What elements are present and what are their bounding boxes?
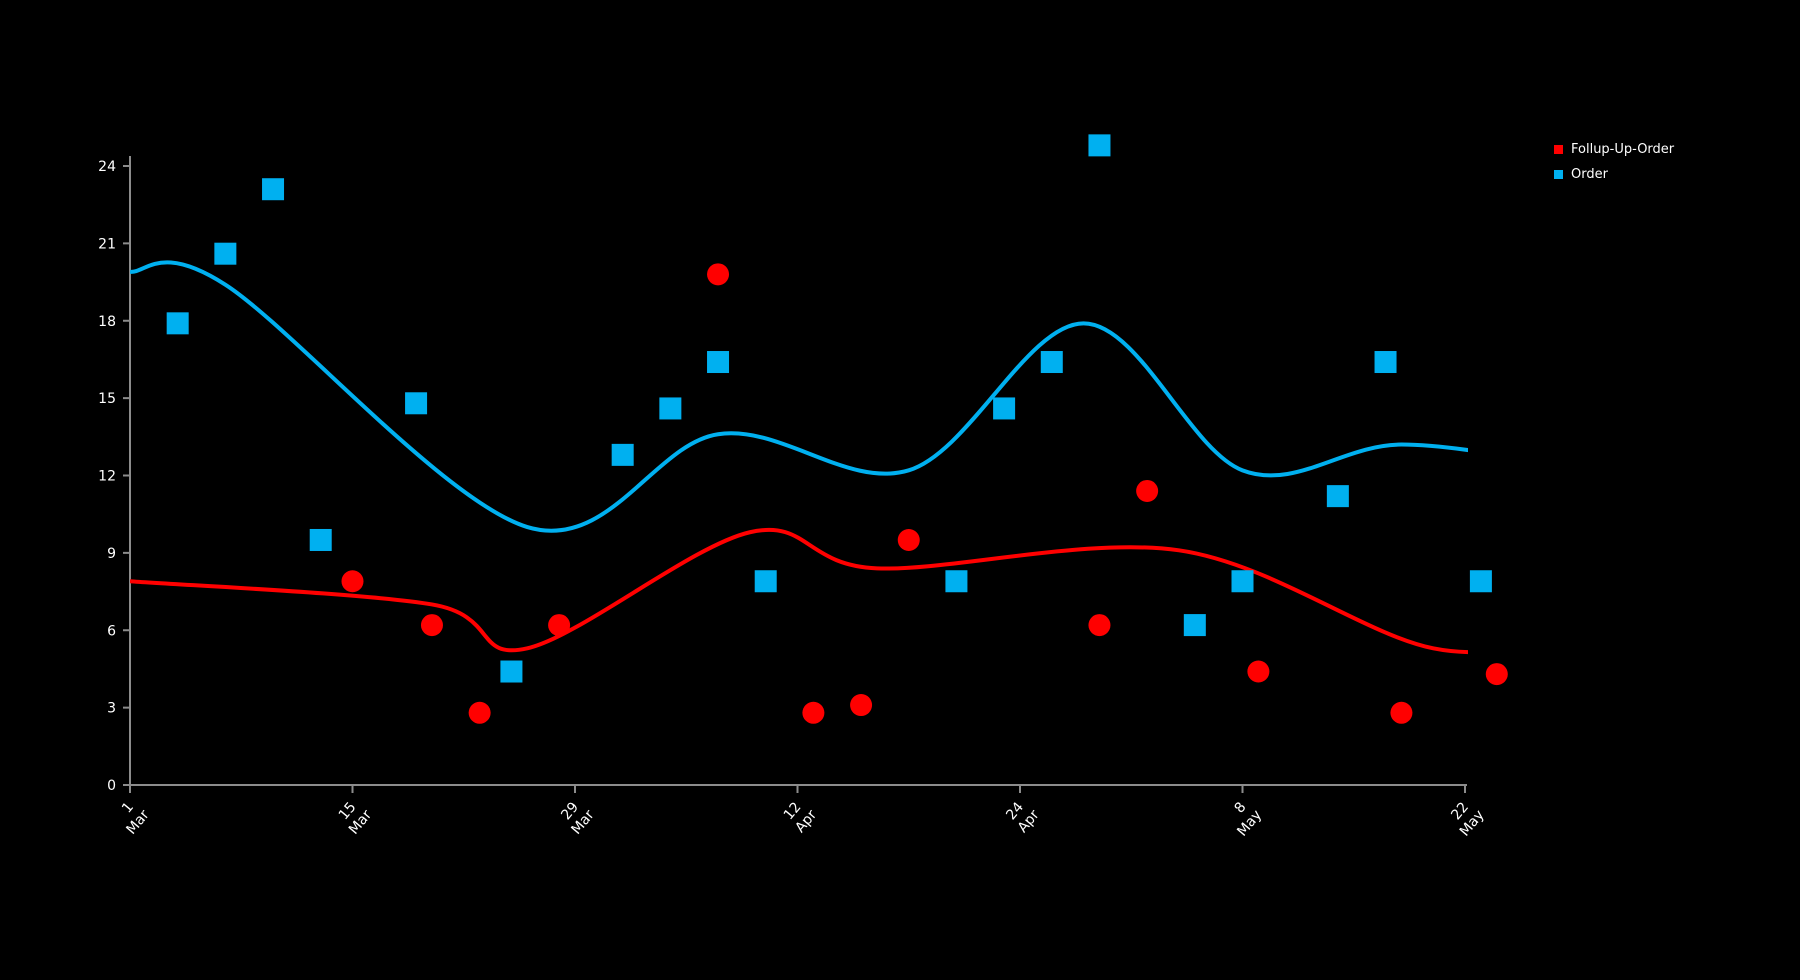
point-order <box>1231 570 1254 593</box>
point-followup <box>468 701 491 724</box>
point-order <box>1374 351 1397 374</box>
point-followup <box>1247 660 1270 683</box>
y-tick-label: 21 <box>98 236 116 252</box>
point-order <box>214 242 237 265</box>
point-order <box>611 443 634 466</box>
legend-item-order[interactable]: Order <box>1554 162 1674 187</box>
point-order <box>1088 134 1111 157</box>
point-followup <box>1390 701 1413 724</box>
point-order <box>993 397 1016 420</box>
y-tick-label: 12 <box>98 469 116 485</box>
point-followup <box>897 528 920 551</box>
y-tick-label: 0 <box>107 778 116 794</box>
legend-item-followup[interactable]: Follup-Up-Order <box>1554 137 1674 162</box>
y-tick-label: 15 <box>98 391 116 407</box>
y-tick-label: 3 <box>107 701 116 717</box>
y-tick-label: 6 <box>107 623 116 639</box>
y-tick-label: 9 <box>107 546 116 562</box>
point-followup <box>1485 663 1508 686</box>
point-order <box>754 570 777 593</box>
point-order <box>945 570 968 593</box>
point-followup <box>341 570 364 593</box>
point-followup <box>802 701 825 724</box>
trend-line-order <box>130 260 1468 533</box>
point-order <box>262 178 285 201</box>
point-order <box>1326 485 1349 508</box>
legend-label-followup: Follup-Up-Order <box>1571 142 1675 157</box>
point-order <box>1183 614 1206 637</box>
point-followup <box>1088 614 1111 637</box>
point-order <box>405 392 428 415</box>
point-order <box>500 660 523 683</box>
point-order <box>309 528 332 551</box>
point-order <box>707 351 730 374</box>
y-tick-label: 18 <box>98 314 116 330</box>
legend-label-order: Order <box>1571 167 1608 182</box>
legend: Follup-Up-Order Order <box>1554 137 1674 187</box>
point-followup <box>850 694 873 717</box>
trend-line-followup <box>130 527 1468 655</box>
point-followup <box>1136 479 1159 502</box>
legend-swatch-order <box>1554 170 1563 179</box>
point-followup <box>420 614 443 637</box>
data-points <box>166 134 1508 724</box>
point-order <box>1040 351 1063 374</box>
point-order <box>1469 570 1492 593</box>
trend-lines <box>130 260 1468 655</box>
y-tick-label: 24 <box>98 159 116 175</box>
point-followup <box>707 263 730 286</box>
point-order <box>166 312 189 335</box>
point-order <box>659 397 682 420</box>
legend-swatch-followup <box>1554 145 1563 154</box>
point-followup <box>548 614 571 637</box>
